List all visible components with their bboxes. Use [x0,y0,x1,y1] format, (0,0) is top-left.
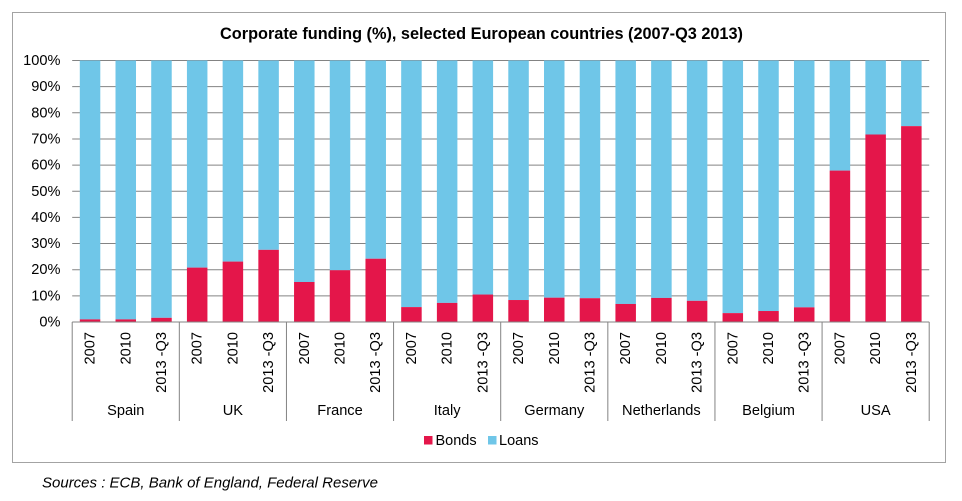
svg-text:2010: 2010 [547,332,563,364]
svg-text:2007: 2007 [297,332,313,364]
svg-text:2007: 2007 [404,332,420,364]
svg-text:2007: 2007 [83,332,99,364]
svg-text:France: France [317,403,362,419]
svg-text:2010: 2010 [333,332,349,364]
svg-text:30%: 30% [31,236,60,252]
svg-text:2007: 2007 [511,332,527,364]
svg-text:Bonds: Bonds [436,433,477,449]
svg-text:2010: 2010 [654,332,670,364]
svg-text:Loans: Loans [499,433,539,449]
svg-text:2007: 2007 [832,332,848,364]
svg-text:40%: 40% [31,210,60,226]
svg-text:100%: 100% [23,53,60,69]
svg-text:2013 -Q3: 2013 -Q3 [261,332,277,393]
svg-text:2013 -Q3: 2013 -Q3 [582,332,598,393]
svg-text:Corporate funding (%), selecte: Corporate funding (%), selected European… [220,25,743,43]
svg-text:2010: 2010 [440,332,456,364]
svg-text:2013 -Q3: 2013 -Q3 [368,332,384,393]
svg-text:20%: 20% [31,262,60,278]
svg-text:80%: 80% [31,105,60,121]
svg-text:2010: 2010 [225,332,241,364]
svg-text:Italy: Italy [434,403,461,419]
svg-text:2013 -Q3: 2013 -Q3 [154,332,170,393]
svg-text:2007: 2007 [190,332,206,364]
svg-text:2007: 2007 [618,332,634,364]
svg-text:2013 -Q3: 2013 -Q3 [797,332,813,393]
svg-text:50%: 50% [31,184,60,200]
svg-text:UK: UK [223,403,244,419]
svg-text:2013 -Q3: 2013 -Q3 [475,332,491,393]
svg-text:10%: 10% [31,288,60,304]
svg-text:2013 -Q3: 2013 -Q3 [690,332,706,393]
svg-text:Belgium: Belgium [742,403,795,419]
svg-text:Spain: Spain [107,403,144,419]
svg-text:90%: 90% [31,79,60,95]
svg-text:2010: 2010 [761,332,777,364]
svg-text:Netherlands: Netherlands [622,403,701,419]
svg-text:2013 -Q3: 2013 -Q3 [904,332,920,393]
svg-text:0%: 0% [39,315,60,331]
svg-text:2010: 2010 [868,332,884,364]
svg-text:Sources : ECB, Bank of England: Sources : ECB, Bank of England, Federal … [42,475,378,492]
svg-text:USA: USA [861,403,891,419]
svg-text:70%: 70% [31,131,60,147]
svg-text:60%: 60% [31,158,60,174]
svg-text:Germany: Germany [524,403,585,419]
svg-text:2010: 2010 [118,332,134,364]
svg-text:2007: 2007 [725,332,741,364]
